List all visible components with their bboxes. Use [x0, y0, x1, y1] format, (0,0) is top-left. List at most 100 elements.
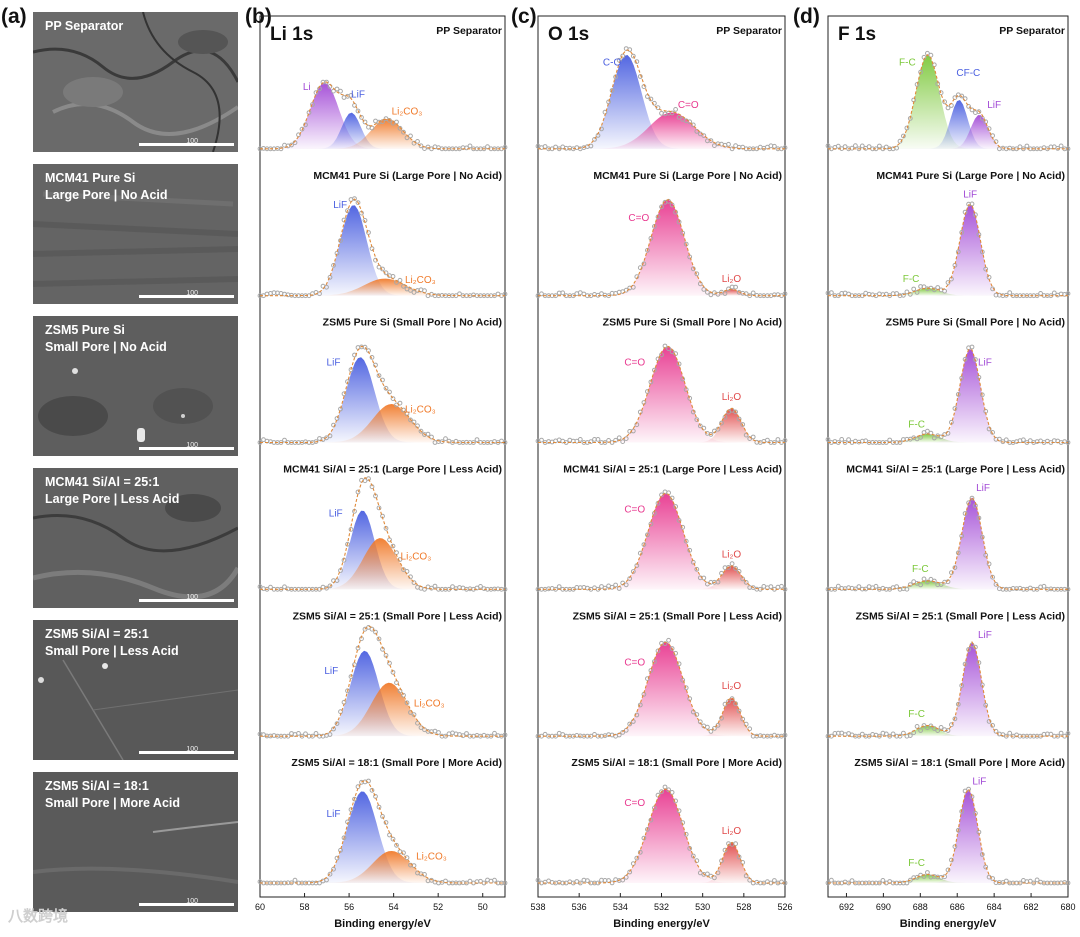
sem-image-zsm5-18-1: ZSM5 Si/Al = 18:1 Small Pore | More Acid…: [33, 772, 238, 912]
panel-title: O 1s: [548, 24, 589, 45]
raw-data-point: [743, 432, 749, 438]
raw-data-point: [376, 804, 382, 810]
peak-c-o: [538, 493, 785, 590]
raw-data-point: [404, 135, 410, 141]
raw-data-point: [645, 676, 650, 681]
raw-data-point: [945, 867, 951, 873]
panel-letter-c: (c): [511, 5, 537, 28]
sem-texture: [33, 12, 238, 152]
raw-data-point: [945, 105, 951, 111]
raw-data-point: [726, 565, 731, 570]
spectrum-row: MCM41 Si/Al = 25:1 (Large Pore | Less Ac…: [257, 464, 508, 592]
raw-data-point: [327, 871, 333, 877]
sem-label: ZSM5 Si/Al = 25:1 Small Pore | Less Acid: [45, 627, 179, 658]
raw-data-point: [938, 725, 944, 730]
raw-data-point: [722, 701, 728, 707]
raw-data-point: [990, 286, 995, 292]
raw-data-point: [907, 582, 913, 587]
raw-data-point: [401, 407, 406, 413]
scale-bar-label: 100: [186, 290, 198, 297]
sample-title: ZSM5 Pure Si (Small Pore | No Acid): [886, 317, 1065, 329]
raw-data-point: [719, 420, 724, 426]
spectrum-row: ZSM5 Si/Al = 18:1 (Small Pore | More Aci…: [825, 757, 1071, 886]
raw-data-point: [952, 716, 958, 722]
raw-data-point: [401, 283, 406, 289]
raw-data-point: [708, 432, 714, 437]
raw-data-point: [411, 290, 417, 295]
raw-data-point: [676, 361, 682, 367]
raw-data-point: [609, 88, 615, 93]
raw-data-point: [853, 143, 858, 149]
raw-data-point: [634, 855, 640, 861]
raw-data-point: [990, 723, 995, 728]
raw-data-point: [535, 877, 541, 883]
raw-data-point: [883, 731, 889, 737]
peak-label: LiF: [329, 509, 343, 520]
raw-data-point: [938, 582, 944, 587]
peak-label: F-C: [908, 709, 925, 720]
raw-data-point: [327, 583, 333, 589]
peak-label: Li₂O: [722, 681, 742, 692]
raw-data-point: [345, 208, 350, 214]
peak-lif: [828, 789, 1068, 883]
sem-label: ZSM5 Si/Al = 18:1 Small Pore | More Acid: [45, 779, 181, 810]
peak-label: Li₂O: [722, 392, 742, 403]
raw-data-point: [666, 637, 671, 643]
fit-envelope: [828, 496, 1068, 590]
peak-label: F-C: [912, 564, 929, 575]
fit-envelope: [828, 640, 1068, 737]
sem-texture: [33, 772, 238, 912]
raw-data-point: [1051, 290, 1057, 296]
x-tick-label: 58: [300, 902, 310, 912]
raw-data-point: [708, 138, 714, 144]
peak-label: C=O: [678, 100, 699, 111]
spectrum-row: ZSM5 Si/Al = 25:1 (Small Pore | Less Aci…: [825, 610, 1071, 739]
peak-lif: [828, 204, 1068, 296]
peak-label: LiF: [327, 809, 341, 820]
panel-title: Li 1s: [270, 24, 313, 45]
sem-label: MCM41 Si/Al = 25:1 Large Pore | Less Aci…: [45, 475, 180, 506]
peak-li2o: [538, 842, 785, 883]
sample-title: PP Separator: [716, 25, 782, 37]
raw-data-point: [969, 344, 975, 350]
raw-data-point: [722, 847, 728, 853]
raw-data-point: [292, 877, 298, 883]
raw-data-point: [676, 808, 682, 814]
raw-data-point: [733, 841, 738, 847]
raw-data-point: [429, 434, 434, 440]
raw-data-point: [655, 648, 661, 654]
raw-data-point: [669, 646, 675, 651]
raw-data-point: [743, 580, 749, 585]
raw-data-point: [641, 542, 647, 547]
raw-data-point: [355, 108, 361, 114]
raw-data-point: [577, 437, 583, 442]
peak-label: C=O: [624, 358, 645, 369]
peak-label: LiF: [972, 777, 986, 788]
peak-lif: [828, 642, 1068, 737]
raw-data-point: [502, 586, 508, 592]
raw-data-point: [464, 145, 469, 151]
raw-data-point: [616, 435, 622, 441]
raw-data-point: [976, 109, 982, 115]
peak-label: LiF: [327, 358, 341, 369]
panel-letter-b: (b): [245, 5, 272, 28]
peak-label: CF-C: [956, 68, 980, 79]
raw-data-point: [966, 500, 971, 506]
raw-data-point: [404, 700, 410, 706]
raw-data-point: [938, 90, 944, 96]
raw-data-point: [687, 395, 693, 401]
raw-data-point: [556, 584, 562, 589]
fit-envelope: [828, 204, 1068, 297]
x-tick-label: 532: [654, 902, 669, 912]
sem-image-mcm41-pure-si: MCM41 Pure Si Large Pore | No Acid 100: [33, 164, 238, 304]
raw-data-point: [394, 842, 399, 848]
raw-data-point: [341, 835, 347, 841]
raw-data-point: [303, 122, 308, 128]
raw-data-point: [856, 584, 862, 589]
raw-data-point: [715, 291, 721, 297]
sem-image-mcm41-25-1: MCM41 Si/Al = 25:1 Large Pore | Less Aci…: [33, 468, 238, 608]
x-tick-label: 686: [950, 902, 965, 912]
raw-data-point: [931, 287, 937, 293]
